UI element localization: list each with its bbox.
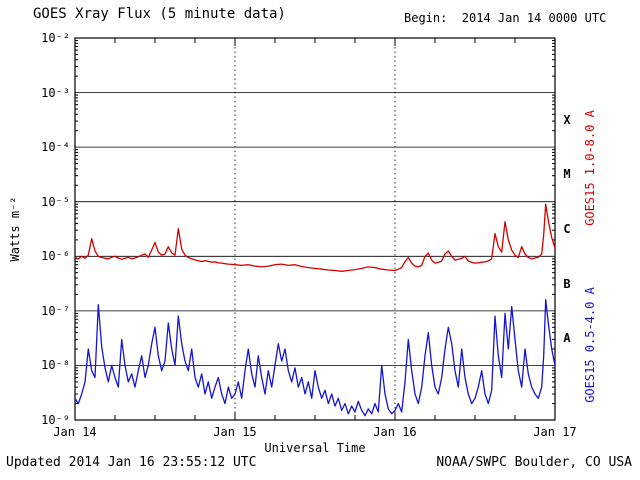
updated-timestamp: Updated 2014 Jan 16 23:55:12 UTC (6, 455, 257, 470)
flare-class-label: C (563, 222, 571, 236)
flare-class-label: M (563, 167, 571, 182)
x-tick-label: Jan 17 (533, 425, 577, 439)
x-tick-label: Jan 15 (213, 425, 257, 439)
series-line-long (74, 203, 556, 272)
flare-class-label: A (563, 331, 571, 346)
y-axis-label: Watts m⁻² (8, 196, 22, 262)
y-tick-label: 10⁻⁷ (41, 303, 70, 318)
y-tick-label: 10⁻² (41, 31, 70, 45)
y-tick-label: 10⁻⁶ (41, 249, 70, 264)
plot-border (74, 37, 556, 421)
y-tick-label: 10⁻⁴ (41, 140, 70, 155)
y-tick-label: 10⁻³ (41, 85, 70, 100)
source-credit: NOAA/SWPC Boulder, CO USA (436, 455, 632, 470)
series-label-long: GOES15 1.0-8.0 A (583, 110, 597, 226)
begin-time-label: Begin: 2014 Jan 14 0000 UTC (404, 11, 607, 25)
flare-class-label: B (563, 276, 571, 291)
chart-title: GOES Xray Flux (5 minute data) (33, 6, 286, 22)
series-label-short: GOES15 0.5-4.0 A (583, 287, 597, 403)
series-line-short (74, 299, 556, 417)
x-axis-label: Universal Time (264, 441, 366, 455)
y-tick-label: 10⁻⁸ (41, 358, 70, 373)
y-tick-label: 10⁻⁵ (41, 194, 70, 209)
y-tick-label: 10⁻⁹ (41, 413, 70, 427)
x-tick-label: Jan 14 (53, 425, 97, 439)
flare-class-label: X (563, 112, 571, 127)
x-tick-label: Jan 16 (373, 425, 417, 439)
